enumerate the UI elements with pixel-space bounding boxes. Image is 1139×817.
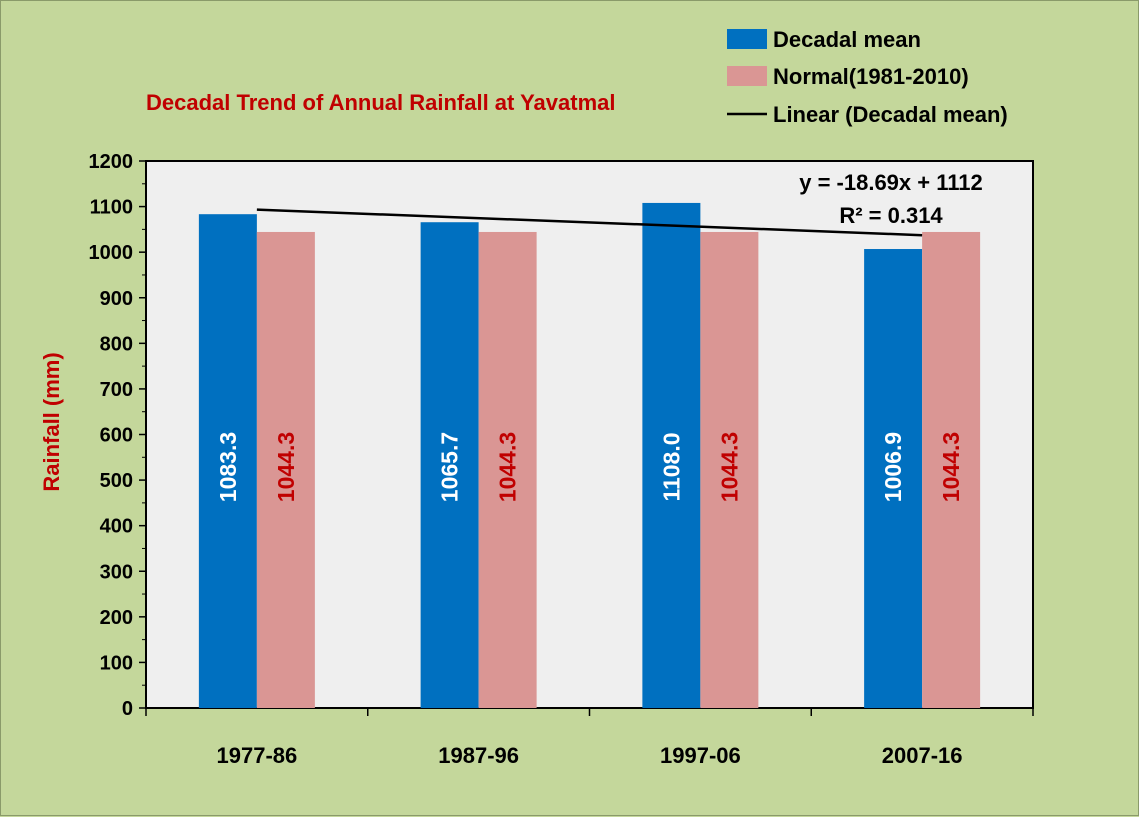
bar-value-label: 1006.9 bbox=[880, 432, 906, 502]
trendline-r-squared: R² = 0.314 bbox=[839, 203, 943, 228]
bar-decadal-mean bbox=[420, 222, 479, 708]
bar-decadal-mean bbox=[642, 202, 701, 709]
x-category-label: 1977-86 bbox=[217, 743, 298, 768]
y-tick-label: 400 bbox=[100, 516, 133, 538]
bar-value-label: 1108.0 bbox=[658, 432, 684, 501]
y-tick-label: 1000 bbox=[89, 242, 134, 264]
trendline-equation: y = -18.69x + 1112 bbox=[799, 170, 983, 195]
legend-swatch-normal bbox=[727, 66, 767, 86]
y-tick-label: 1200 bbox=[89, 151, 134, 173]
trendline bbox=[256, 208, 923, 237]
trendline-group: y = -18.69x + 1112 R² = 0.314 bbox=[256, 170, 983, 237]
bar-normal bbox=[478, 231, 537, 708]
bar-normal bbox=[922, 231, 981, 708]
bar-value-label: 1044.3 bbox=[716, 432, 742, 502]
y-tick-label: 100 bbox=[100, 652, 133, 674]
legend-label: Decadal mean bbox=[773, 27, 921, 52]
legend: Decadal mean Normal(1981-2010) Linear (Dec… bbox=[727, 27, 1008, 127]
legend-label: Linear (Decadal mean) bbox=[773, 102, 1008, 127]
x-category-label: 1997-06 bbox=[660, 743, 741, 768]
bar-value-label: 1083.3 bbox=[215, 432, 241, 502]
legend-swatch-decadal-mean bbox=[727, 29, 767, 49]
bar-value-label: 1044.3 bbox=[938, 432, 964, 502]
y-tick-label: 800 bbox=[100, 333, 133, 355]
bar-normal bbox=[256, 231, 315, 708]
x-category-label: 1987-96 bbox=[438, 743, 519, 768]
y-tick-label: 900 bbox=[100, 288, 133, 310]
bar-value-label: 1065.7 bbox=[437, 432, 463, 502]
bar-value-label: 1044.3 bbox=[273, 432, 299, 502]
y-tick-label: 0 bbox=[122, 698, 133, 720]
x-category-label: 2007-16 bbox=[882, 743, 963, 768]
y-axis-label: Rainfall (mm) bbox=[39, 352, 64, 491]
y-tick-label: 1100 bbox=[90, 197, 133, 219]
y-tick-label: 200 bbox=[100, 607, 133, 629]
x-axis: 1977-86 1987-96 1997-06 2007-16 bbox=[145, 708, 1034, 768]
bar-decadal-mean bbox=[864, 249, 923, 708]
bars: 1083.3 1065.7 1108.0 1006.9 1044.3 1044.3 1044… bbox=[198, 202, 981, 709]
chart-title: Decadal Trend of Annual Rainfall at Yava… bbox=[146, 90, 615, 115]
y-tick-label: 500 bbox=[100, 470, 133, 492]
y-tick-label: 600 bbox=[100, 425, 133, 447]
bar-value-label: 1044.3 bbox=[495, 432, 521, 502]
y-axis: 0 100 200 300 400 500 600 700 800 900 1000 1100 1200 bbox=[89, 151, 147, 720]
bar-decadal-mean bbox=[198, 214, 257, 709]
y-tick-label: 300 bbox=[100, 561, 133, 583]
y-tick-label: 700 bbox=[100, 379, 133, 401]
bar-normal bbox=[700, 231, 759, 708]
legend-label: Normal(1981-2010) bbox=[773, 64, 969, 89]
